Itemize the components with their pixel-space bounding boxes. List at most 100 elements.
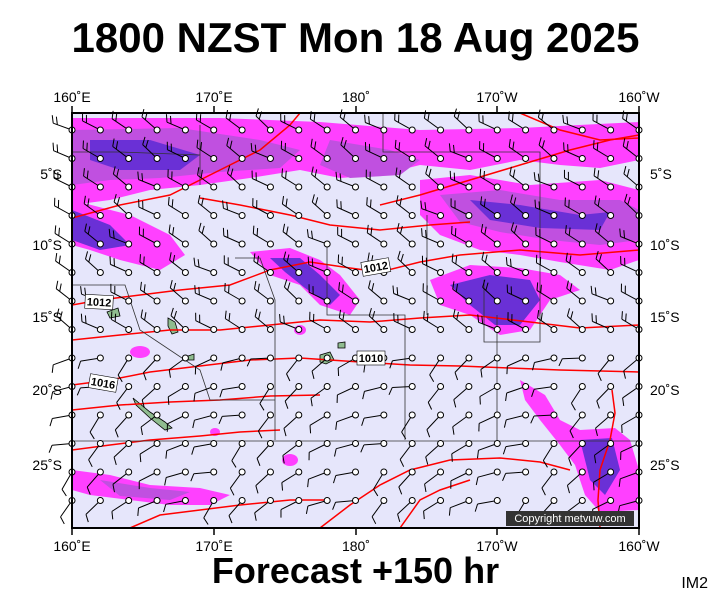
wind-barb-station [465, 126, 473, 134]
lat-label: 25˚S [32, 457, 62, 473]
wind-barb-feather [55, 280, 59, 289]
wind-barb-feather [142, 136, 146, 145]
lat-labels-right: 5˚S 10˚S 15˚S 20˚S 25˚S [650, 166, 680, 473]
wind-barb-feather [341, 284, 344, 293]
wind-barb-station [522, 297, 530, 305]
wind-barb-feather [117, 374, 123, 383]
wind-barb-feather [164, 477, 167, 486]
wind-barb-station [522, 155, 530, 162]
wind-barb-station [96, 411, 104, 419]
wind-barb-station [437, 383, 445, 390]
wind-barb-feather [140, 309, 143, 318]
wind-barb-feather [84, 223, 87, 232]
wind-barb-station [238, 297, 246, 305]
wind-barb-station [96, 468, 104, 476]
wind-barb-feather [59, 311, 63, 320]
wind-barb-feather [565, 252, 568, 261]
wind-barb-station [210, 440, 218, 447]
wind-barb-station [238, 240, 246, 248]
wind-barb-station [437, 240, 445, 248]
wind-barb-station [578, 240, 586, 248]
wind-barb-feather [222, 200, 224, 209]
wind-barb-station [465, 497, 473, 504]
wind-barb-station [323, 468, 331, 476]
wind-barb-station [437, 155, 445, 162]
wind-barb-feather [335, 421, 338, 430]
wind-barb-feather [192, 420, 195, 429]
wind-barb-feather [169, 115, 172, 124]
wind-barb-feather [314, 169, 318, 178]
wind-barb-feather [50, 391, 54, 400]
wind-barb-feather [76, 387, 81, 396]
wind-barb-station [210, 326, 218, 333]
wind-barb-feather [533, 172, 536, 181]
wind-barb-feather [88, 254, 92, 263]
wind-barb-feather [483, 170, 485, 180]
wind-barb-station [607, 411, 615, 419]
wind-barb-feather [594, 223, 598, 232]
wind-barb-station [153, 269, 161, 276]
wind-barb-feather [530, 415, 535, 424]
wind-barb-feather [311, 194, 315, 203]
wind-barb-feather [366, 224, 369, 233]
wind-barb-station [578, 155, 586, 162]
lon-label: 180˚ [342, 89, 370, 105]
wind-barb-station [323, 212, 331, 219]
wind-barb-feather [397, 514, 401, 522]
wind-barb-station [408, 183, 416, 191]
wind-barb-feather [343, 140, 347, 148]
wind-barb-feather [61, 489, 67, 497]
wind-barb-station [408, 468, 416, 476]
wind-barb-station [493, 269, 501, 276]
wind-barb-feather [286, 373, 291, 382]
wind-barb-feather [143, 284, 146, 293]
wind-barb-station [210, 497, 218, 504]
wind-barb-feather [200, 169, 203, 178]
wind-barb-station [465, 212, 473, 219]
wind-barb-station [408, 354, 416, 362]
wind-barb-feather [593, 455, 597, 464]
wind-barb-station [607, 183, 615, 191]
wind-barb-feather [621, 311, 623, 320]
wind-barb-feather [426, 429, 431, 438]
wind-barb-feather [428, 168, 432, 177]
wind-barb-station [607, 212, 615, 219]
wind-barb-feather [145, 139, 149, 148]
wind-barb-feather [505, 256, 508, 266]
wind-barb-feather [338, 309, 342, 318]
wind-barb-station [181, 212, 189, 219]
wind-barb-feather [231, 460, 237, 468]
wind-barb-station [96, 183, 104, 191]
wind-barb-station [493, 126, 501, 134]
wind-barb-feather [141, 399, 145, 408]
wind-barb-feather [624, 193, 628, 202]
wind-barb-feather [513, 197, 517, 206]
wind-barb-feather [311, 371, 315, 380]
wind-barb-feather [172, 254, 176, 263]
wind-barb-station [578, 212, 586, 219]
wind-barb-station [181, 497, 189, 504]
wind-barb-station [578, 126, 586, 134]
lon-label: 160˚W [618, 538, 660, 554]
wind-barb-station [153, 497, 161, 504]
wind-barb-feather [452, 426, 455, 435]
wind-barb-feather [534, 199, 537, 208]
wind-barb-feather [220, 362, 224, 371]
wind-barb-station [522, 212, 530, 219]
wind-barb-feather [115, 113, 118, 122]
lon-label: 160˚W [618, 89, 660, 105]
wind-barb-feather [86, 170, 89, 179]
wind-barb-feather [570, 403, 576, 411]
wind-barb-station [493, 383, 501, 390]
wind-barb-station [210, 383, 218, 390]
wind-barb-feather [137, 171, 140, 180]
wind-barb-feather [193, 393, 196, 402]
wind-barb-feather [219, 389, 223, 398]
wind-barb-feather [139, 454, 142, 463]
wind-barb-station [607, 269, 615, 276]
wind-barb-feather [311, 258, 314, 267]
wind-barb-station [295, 240, 303, 248]
wind-barb-station [238, 411, 246, 419]
wind-barb-feather [622, 397, 625, 406]
wind-barb-feather [568, 227, 571, 236]
